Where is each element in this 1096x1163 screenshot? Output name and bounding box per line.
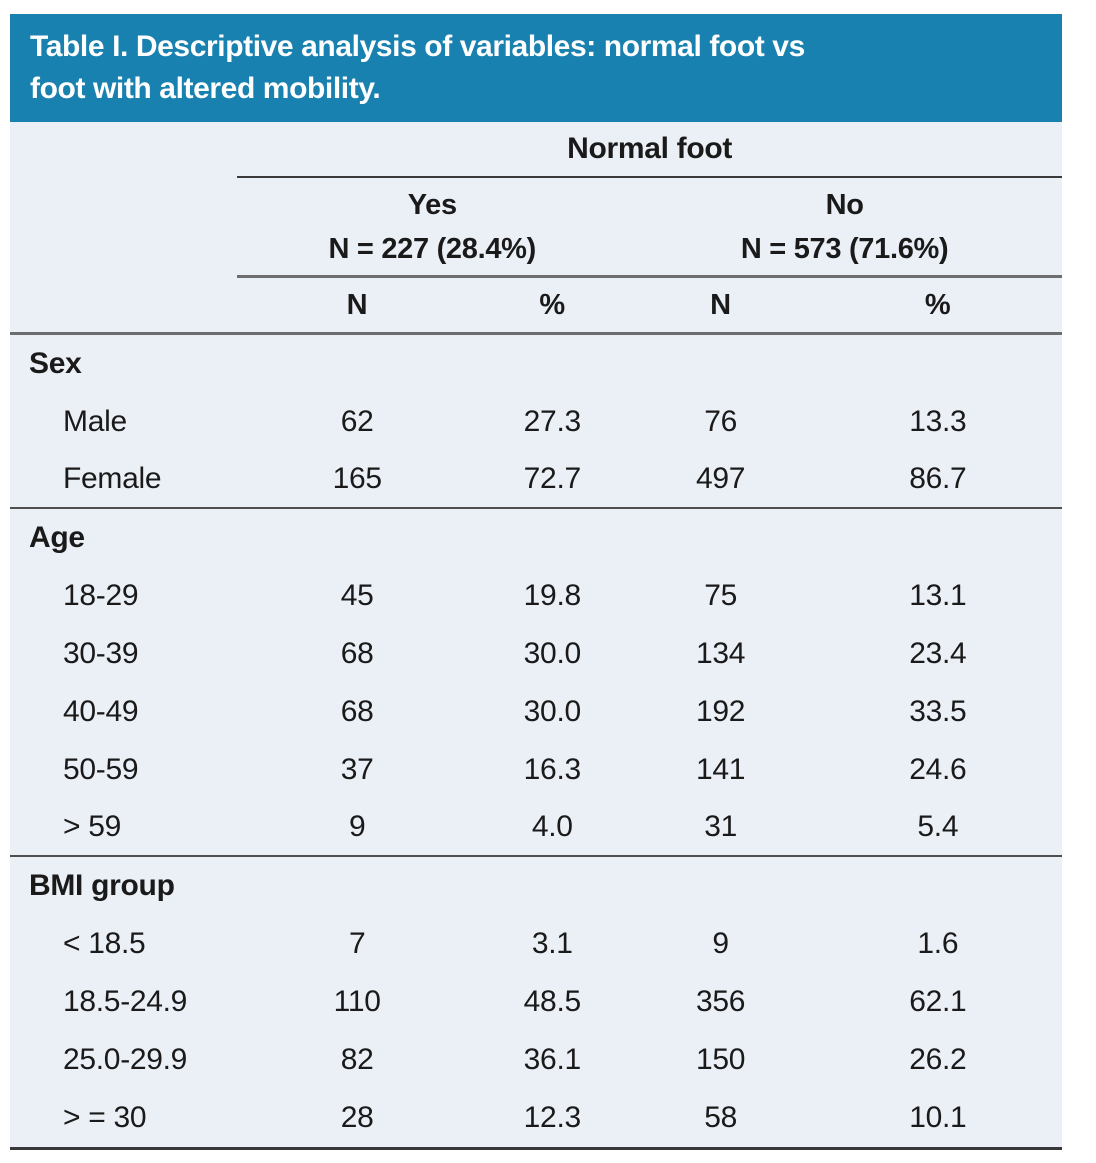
cell-value: 1.6 — [917, 927, 959, 960]
cell-value: 134 — [696, 637, 746, 670]
cell-value: 37 — [340, 753, 374, 786]
table-row: 25.0-29.9 82 36.1 150 26.2 — [10, 1031, 1062, 1089]
column-header-n-yes: N — [346, 288, 368, 321]
cell-value: 9 — [712, 927, 729, 960]
section-header-row: Age — [10, 509, 1062, 567]
cell-value: 110 — [333, 985, 381, 1018]
column-header-n-no: N — [710, 288, 732, 321]
cell-value: 10.1 — [909, 1101, 967, 1134]
cell-value: 3.1 — [531, 927, 573, 960]
cell-value: 72.7 — [523, 462, 582, 495]
subgroup-header-row: Yes N = 227 (28.4%) No N = 573 (71.6%) — [10, 178, 1062, 278]
table-title-banner: Table I. Descriptive analysis of variabl… — [10, 14, 1062, 122]
row-label: 18.5-24.9 — [63, 985, 188, 1018]
cell-value: 19.8 — [523, 579, 582, 612]
cell-value: 150 — [696, 1043, 746, 1076]
row-label: 50-59 — [63, 753, 139, 786]
row-label: 18-29 — [63, 579, 139, 612]
section-header-row: Sex — [10, 335, 1062, 393]
section-header-row: BMI group — [10, 857, 1062, 915]
cell-value: 76 — [704, 405, 737, 438]
section-header: Age — [29, 521, 85, 554]
cell-value: 26.2 — [909, 1043, 967, 1076]
subgroup-no: No N = 573 (71.6%) — [627, 178, 1062, 275]
column-header-spacer — [10, 278, 237, 332]
table-row: < 18.5 7 3.1 9 1.6 — [10, 915, 1062, 973]
table-row: > = 30 28 12.3 58 10.1 — [10, 1089, 1062, 1147]
table-row: 30-39 68 30.0 134 23.4 — [10, 625, 1062, 683]
table-row: 18.5-24.9 110 48.5 356 62.1 — [10, 973, 1062, 1031]
row-label: 30-39 — [63, 637, 139, 670]
cell-value: 13.1 — [909, 579, 967, 612]
table-row: Female 165 72.7 497 86.7 — [10, 451, 1062, 509]
row-label: < 18.5 — [63, 927, 146, 960]
row-label: 25.0-29.9 — [63, 1043, 188, 1076]
column-header-pct-no: % — [924, 288, 951, 321]
cell-value: 141 — [696, 753, 746, 786]
group-header-spacer — [10, 122, 237, 178]
cell-value: 45 — [340, 579, 374, 612]
cell-value: 68 — [340, 695, 374, 728]
group-header-row: Normal foot — [10, 122, 1062, 178]
table-row: 50-59 37 16.3 141 24.6 — [10, 741, 1062, 799]
subgroup-wrap: Yes N = 227 (28.4%) No N = 573 (71.6%) — [237, 178, 1062, 278]
cell-value: 165 — [332, 462, 382, 495]
subgroup-yes: Yes N = 227 (28.4%) — [237, 178, 627, 275]
cell-value: 30.0 — [523, 637, 582, 670]
table-row: > 59 9 4.0 31 5.4 — [10, 799, 1062, 857]
table-title-line-2: foot with altered mobility. — [30, 72, 381, 105]
row-label: Male — [63, 405, 127, 438]
subgroup-no-label: No — [825, 188, 864, 221]
table-row: 18-29 45 19.8 75 13.1 — [10, 567, 1062, 625]
cell-value: 497 — [696, 462, 746, 495]
cell-value: 356 — [696, 985, 746, 1018]
cell-value: 62 — [340, 405, 374, 438]
row-label: 40-49 — [63, 695, 139, 728]
cell-value: 12.3 — [523, 1101, 582, 1134]
cell-value: 75 — [704, 579, 737, 612]
cell-value: 23.4 — [909, 637, 967, 670]
section-header: BMI group — [29, 869, 175, 902]
row-label: Female — [63, 462, 162, 495]
subgroup-yes-count: N = 227 (28.4%) — [328, 232, 537, 265]
table-row: 40-49 68 30.0 192 33.5 — [10, 683, 1062, 741]
cell-value: 86.7 — [909, 462, 967, 495]
subgroup-spacer — [10, 178, 237, 278]
subgroup-no-count: N = 573 (71.6%) — [740, 232, 949, 265]
cell-value: 5.4 — [917, 810, 959, 843]
group-header-cell: Normal foot — [237, 122, 1062, 178]
table-title-line-1: Table I. Descriptive analysis of variabl… — [30, 30, 805, 63]
cell-value: 62.1 — [909, 985, 967, 1018]
cell-value: 9 — [348, 810, 366, 843]
table-body: Sex Male 62 27.3 76 13.3 Female 165 72.7 497 86.7 A… — [10, 335, 1062, 1147]
cell-value: 33.5 — [909, 695, 967, 728]
cell-value: 192 — [696, 695, 746, 728]
row-label: > = 30 — [63, 1101, 147, 1134]
subgroup-yes-label: Yes — [407, 188, 457, 221]
cell-value: 7 — [348, 927, 366, 960]
cell-value: 4.0 — [531, 810, 573, 843]
cell-value: 27.3 — [523, 405, 582, 438]
cell-value: 30.0 — [523, 695, 582, 728]
column-header-row: N % N % — [10, 278, 1062, 335]
section-header: Sex — [29, 347, 82, 380]
cell-value: 36.1 — [523, 1043, 582, 1076]
cell-value: 58 — [704, 1101, 737, 1134]
cell-value: 28 — [340, 1101, 374, 1134]
row-label: > 59 — [63, 810, 122, 843]
cell-value: 24.6 — [909, 753, 967, 786]
cell-value: 82 — [340, 1043, 374, 1076]
cell-value: 48.5 — [523, 985, 582, 1018]
cell-value: 16.3 — [523, 753, 582, 786]
cell-value: 31 — [704, 810, 737, 843]
descriptive-table: Normal foot Yes N = 227 (28.4%) No N = 5… — [10, 122, 1062, 1150]
column-header-pct-yes: % — [539, 288, 566, 321]
cell-value: 68 — [340, 637, 374, 670]
cell-value: 13.3 — [909, 405, 967, 438]
table-row: Male 62 27.3 76 13.3 — [10, 393, 1062, 451]
